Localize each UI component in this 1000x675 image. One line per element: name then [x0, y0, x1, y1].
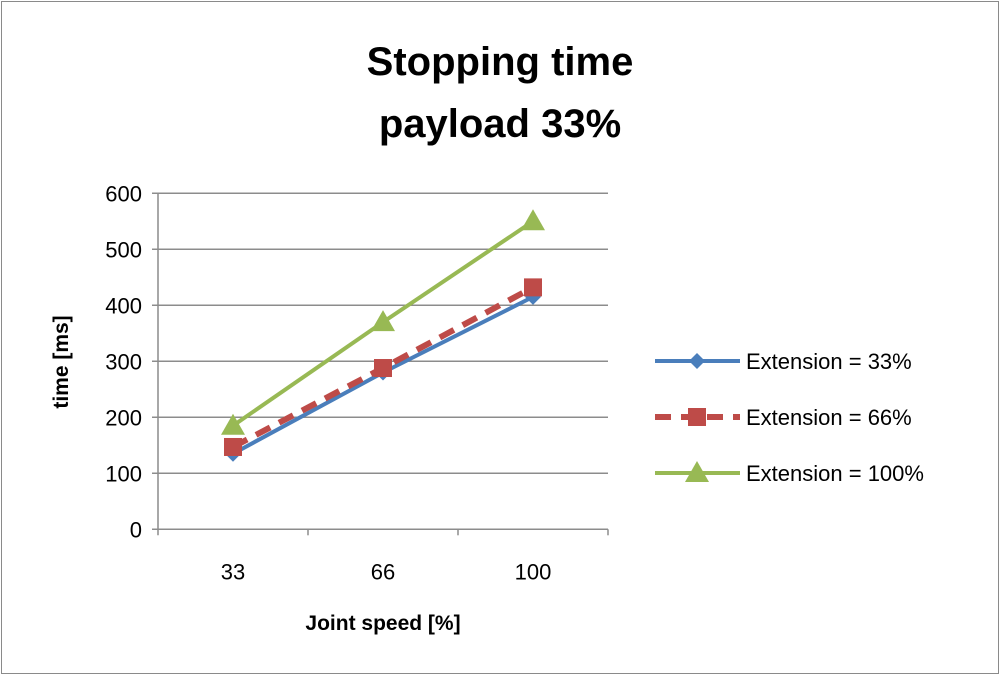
series-2-point [374, 359, 392, 378]
series-3-point [221, 413, 245, 435]
legend-label: Extension = 100% [746, 461, 924, 486]
chart-title-line2: payload 33% [378, 102, 622, 146]
y-tick-label: 300 [105, 349, 142, 374]
y-axis-label: time [ms] [50, 315, 73, 408]
y-tick-label: 100 [105, 461, 142, 486]
legend-label: Extension = 33% [746, 349, 912, 374]
legend-marker [685, 461, 709, 482]
series-3-point [521, 209, 545, 231]
y-tick-label: 600 [105, 181, 142, 206]
chart-title-line1: Stopping time [366, 40, 634, 84]
x-axis-label: Joint speed [%] [305, 612, 460, 635]
y-tick-label: 200 [105, 405, 142, 430]
series-3-point [371, 310, 395, 332]
y-tick-label: 400 [105, 293, 142, 318]
legend-marker [688, 408, 706, 426]
y-tick-label: 0 [130, 517, 142, 542]
x-tick-label: 100 [515, 559, 552, 584]
series-2-point [524, 278, 542, 297]
legend-marker [689, 353, 705, 369]
y-tick-label: 500 [105, 237, 142, 262]
x-tick-label: 66 [371, 559, 395, 584]
x-tick-label: 33 [221, 559, 245, 584]
series-2-point [224, 437, 242, 456]
legend-label: Extension = 66% [746, 405, 912, 430]
